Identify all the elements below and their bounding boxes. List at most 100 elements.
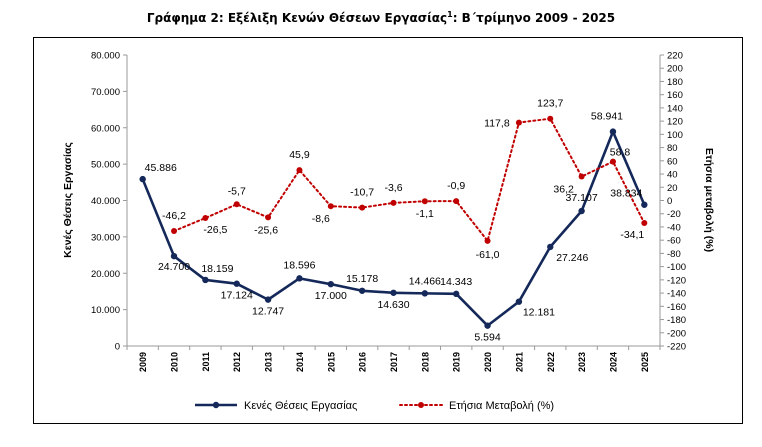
y2-tick-label: 220	[667, 51, 683, 62]
vacancies-data-label: 15.178	[346, 273, 378, 285]
change-point	[233, 201, 240, 208]
change-point	[327, 203, 334, 210]
y2-tick-label: 180	[667, 77, 683, 88]
change-point	[484, 237, 491, 244]
vacancies-data-label: 12.181	[523, 307, 555, 319]
y2-tick-label: 60	[667, 156, 678, 167]
vacancies-data-label: 27.246	[556, 252, 588, 264]
x-tick-label: 2014	[295, 352, 305, 372]
x-tick-label: 2022	[546, 352, 556, 372]
y2-tick-label: -180	[667, 315, 686, 326]
y2-tick-label: 200	[667, 64, 683, 75]
vacancies-point	[358, 287, 366, 294]
vacancies-point	[609, 128, 617, 135]
x-tick-label: 2018	[420, 352, 430, 372]
vacancies-point	[578, 207, 585, 215]
change-data-label: -25,6	[254, 224, 278, 236]
chart-title-suffix: : Β΄τρίμηνο 2009 - 2025	[452, 11, 616, 25]
change-data-label: -3,6	[384, 182, 402, 194]
y2-tick-label: 160	[667, 90, 683, 101]
y-tick-label: 70.000	[91, 87, 120, 98]
x-tick-label: 2023	[577, 352, 587, 372]
vacancies-data-label: 58.941	[591, 111, 623, 123]
x-tick-label: 2020	[483, 352, 493, 372]
vacancies-point	[515, 298, 523, 305]
change-point	[453, 198, 460, 205]
y2-tick-label: 0	[667, 196, 672, 207]
y2-tick-label: -20	[667, 209, 681, 220]
x-tick-label: 2013	[264, 352, 274, 372]
change-point	[609, 158, 616, 165]
vacancies-data-label: 38.834	[610, 188, 642, 200]
change-data-label: -1,1	[416, 208, 434, 220]
chart-frame	[33, 37, 743, 424]
y-tick-label: 80.000	[91, 51, 120, 62]
vacancies-data-label: 17.000	[315, 290, 347, 302]
vacancies-point	[547, 243, 554, 251]
y2-tick-label: -100	[667, 262, 686, 273]
vacancies-data-label: 45.886	[145, 162, 177, 174]
x-tick-label: 2012	[232, 352, 242, 372]
y-tick-label: 20.000	[91, 269, 120, 280]
x-tick-label: 2010	[170, 352, 180, 372]
vacancies-data-label: 12.747	[252, 306, 284, 318]
y2-tick-label: -40	[667, 222, 681, 233]
change-data-label: -5,7	[228, 185, 246, 197]
y-tick-label: 10.000	[91, 305, 120, 316]
change-point	[296, 167, 303, 174]
change-data-label: 117,8	[484, 118, 510, 130]
change-point	[202, 215, 209, 222]
change-point	[547, 115, 554, 122]
y2-tick-label: -60	[667, 236, 681, 247]
x-tick-label: 2019	[452, 352, 462, 372]
vacancies-data-label: 18.159	[201, 263, 233, 275]
legend-vacancies-marker	[212, 401, 220, 409]
vacancies-point	[233, 280, 240, 287]
vacancies-point	[139, 175, 146, 183]
y2-tick-label: -220	[667, 342, 686, 353]
x-tick-label: 2015	[326, 352, 336, 372]
y-tick-label: 0	[115, 342, 120, 353]
vacancies-point	[390, 289, 397, 296]
y2-tick-label: -140	[667, 289, 686, 300]
y2-axis-title: Ετήσια μεταβολή (%)	[703, 148, 715, 252]
y2-tick-label: 120	[667, 117, 683, 128]
vacancies-point	[421, 290, 429, 297]
vacancies-data-label: 17.124	[221, 290, 253, 302]
change-data-label: 58,8	[610, 147, 631, 159]
y2-tick-label: -200	[667, 328, 686, 339]
vacancies-data-label: 5.594	[474, 332, 500, 344]
change-data-label: -26,5	[203, 224, 227, 236]
y2-tick-label: 100	[667, 130, 683, 141]
chart-title-footnote: 1	[447, 10, 453, 19]
vacancies-data-label: 14.630	[377, 299, 409, 311]
vacancies-point	[202, 276, 209, 284]
y2-tick-label: 80	[667, 143, 678, 154]
y2-tick-label: -80	[667, 249, 681, 260]
change-point	[641, 220, 648, 227]
change-data-label: -8,6	[312, 213, 330, 225]
change-point	[421, 198, 428, 205]
y-tick-label: 50.000	[91, 160, 120, 171]
change-point	[359, 204, 366, 211]
vacancies-point	[327, 280, 334, 288]
legend-vacancies-label: Κενές Θέσεις Εργασίας	[244, 400, 357, 412]
y2-tick-label: -120	[667, 275, 686, 286]
x-tick-label: 2024	[608, 352, 618, 372]
y2-tick-label: -160	[667, 302, 686, 313]
x-tick-label: 2016	[358, 352, 368, 372]
change-data-label: -46,2	[162, 210, 186, 222]
vacancies-point	[296, 275, 303, 282]
change-point	[171, 228, 178, 235]
change-data-label: 123,7	[537, 98, 563, 110]
legend-change-label: Ετήσια Μεταβολή (%)	[449, 400, 554, 412]
change-point	[265, 214, 272, 221]
change-data-label: -61,0	[476, 249, 500, 261]
change-point	[515, 119, 522, 126]
change-point	[390, 199, 397, 206]
change-data-label: -10,7	[350, 187, 374, 199]
vacancies-point	[453, 290, 460, 298]
chart-title: Γράφημα 2: Εξέλιξη Κενών Θέσεων Εργασίας…	[0, 10, 762, 25]
y-tick-label: 30.000	[91, 232, 120, 243]
